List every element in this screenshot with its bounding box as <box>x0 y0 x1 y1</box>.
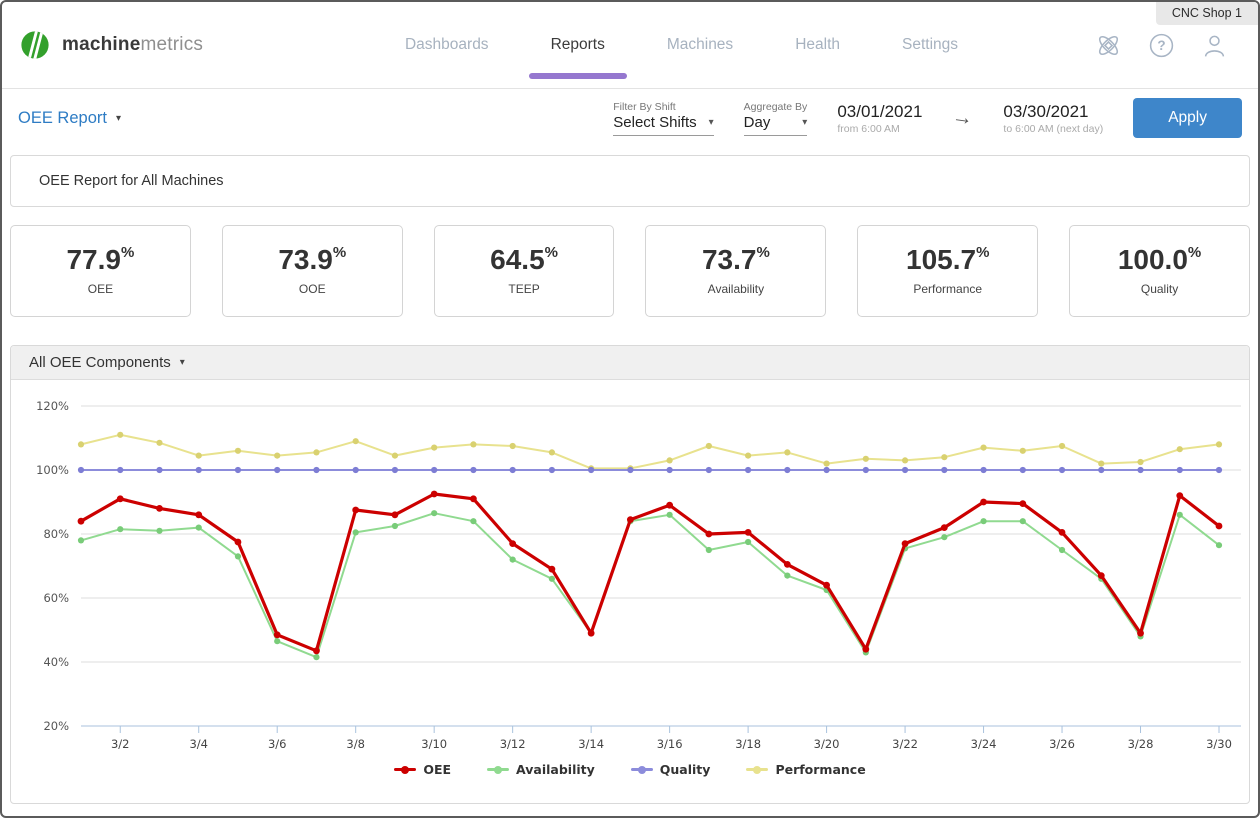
report-title-panel: OEE Report for All Machines <box>10 155 1250 207</box>
start-date-value: 03/01/2021 <box>837 101 923 121</box>
brand-text: machinemetrics <box>62 34 204 55</box>
user-account-icon[interactable] <box>1201 32 1228 59</box>
svg-text:3/6: 3/6 <box>268 737 287 751</box>
legend-marker-quality <box>630 765 653 774</box>
nav-tab-health[interactable]: Health <box>795 36 840 53</box>
kpi-label: Availability <box>707 282 765 296</box>
chart-title: All OEE Components <box>29 354 171 371</box>
report-type-label: OEE Report <box>18 108 107 127</box>
start-date-picker[interactable]: 03/01/2021 from 6:00 AM <box>837 102 922 135</box>
chart-type-dropdown[interactable]: All OEE Components ▾ <box>11 346 1249 380</box>
svg-text:3/8: 3/8 <box>346 737 365 751</box>
end-date-value: 03/30/2021 <box>1003 101 1089 121</box>
legend-item-oee[interactable]: OEE <box>394 762 451 777</box>
legend-item-quality[interactable]: Quality <box>630 762 710 777</box>
chevron-down-icon: ▾ <box>708 116 714 128</box>
kpi-label: OOE <box>298 282 326 296</box>
shop-selector-badge[interactable]: CNC Shop 1 <box>1155 2 1258 25</box>
end-date-subtext: to 6:00 AM (next day) <box>1003 122 1104 135</box>
aggregate-by-label: Aggregate By <box>743 100 808 113</box>
svg-text:3/22: 3/22 <box>892 737 918 751</box>
kpi-value: 105.7% <box>906 243 990 275</box>
svg-text:100%: 100% <box>36 463 69 477</box>
kpi-value: 77.9% <box>66 243 135 275</box>
kpi-card-quality: 100.0% Quality <box>1069 225 1250 317</box>
svg-text:3/26: 3/26 <box>1049 737 1075 751</box>
kpi-value: 100.0% <box>1117 243 1202 275</box>
chevron-down-icon: ▾ <box>115 112 121 124</box>
main-nav: Dashboards Reports Machines Health Setti… <box>268 2 1095 88</box>
nav-icon-group: ? <box>1095 32 1258 59</box>
chart-legend: OEE Availability Quality Performance <box>11 762 1249 777</box>
nav-tab-settings[interactable]: Settings <box>902 36 959 53</box>
apply-button[interactable]: Apply <box>1133 98 1242 138</box>
kpi-value: 73.7% <box>701 243 770 275</box>
chevron-down-icon: ▾ <box>802 116 808 128</box>
integrations-icon[interactable] <box>1095 32 1122 59</box>
legend-item-availability[interactable]: Availability <box>487 762 595 777</box>
end-date-picker[interactable]: 03/30/2021 to 6:00 AM (next day) <box>1003 102 1103 135</box>
kpi-card-availability: 73.7% Availability <box>645 225 827 317</box>
kpi-card-teep: 64.5% TEEP <box>433 225 615 317</box>
legend-marker-performance <box>746 765 769 774</box>
kpi-label: Performance <box>913 282 983 296</box>
svg-text:3/12: 3/12 <box>500 737 526 751</box>
brand-home-link[interactable]: machinemetrics <box>2 28 268 62</box>
machinemetrics-logo <box>21 31 49 59</box>
help-icon[interactable]: ? <box>1148 32 1175 59</box>
svg-text:3/14: 3/14 <box>578 737 604 751</box>
shift-filter-label: Filter By Shift <box>613 100 676 113</box>
kpi-card-oee: 77.9% OEE <box>10 225 191 317</box>
shift-filter-dropdown[interactable]: Filter By Shift Select Shifts ▾ <box>613 100 714 136</box>
kpi-label: Quality <box>1140 282 1179 296</box>
start-date-subtext: from 6:00 AM <box>837 122 900 135</box>
svg-text:3/16: 3/16 <box>657 737 683 751</box>
svg-text:3/20: 3/20 <box>814 737 840 751</box>
kpi-value: 73.9% <box>278 243 347 275</box>
svg-text:3/30: 3/30 <box>1206 737 1232 751</box>
shift-filter-value: Select Shifts <box>613 113 697 131</box>
chart-panel: All OEE Components ▾ 20% 40% 60% 80% 100% 120… <box>10 345 1250 804</box>
aggregate-by-value: Day <box>743 113 771 131</box>
legend-item-performance[interactable]: Performance <box>746 762 866 777</box>
filter-bar: OEE Report ▾ Filter By Shift Select Shif… <box>2 89 1258 147</box>
svg-text:3/2: 3/2 <box>111 737 130 751</box>
svg-text:3/28: 3/28 <box>1128 737 1154 751</box>
kpi-card-performance: 105.7% Performance <box>857 225 1039 317</box>
kpi-value: 64.5% <box>490 243 558 275</box>
svg-text:3/24: 3/24 <box>971 737 997 751</box>
kpi-label: TEEP <box>508 282 540 296</box>
legend-marker-availability <box>487 765 510 774</box>
svg-text:3/4: 3/4 <box>189 737 208 751</box>
report-title: OEE Report for All Machines <box>39 173 224 189</box>
kpi-label: OEE <box>87 282 114 296</box>
svg-text:?: ? <box>1157 38 1165 53</box>
svg-text:20%: 20% <box>43 719 69 733</box>
svg-text:120%: 120% <box>36 399 69 413</box>
svg-text:3/10: 3/10 <box>421 737 447 751</box>
svg-text:40%: 40% <box>43 655 69 669</box>
chevron-down-icon: ▾ <box>179 357 185 368</box>
report-type-dropdown[interactable]: OEE Report ▾ <box>18 109 121 128</box>
top-nav-bar: machinemetrics Dashboards Reports Machin… <box>2 2 1258 89</box>
svg-text:60%: 60% <box>43 591 69 605</box>
nav-tab-reports[interactable]: Reports <box>528 2 628 88</box>
nav-tab-machines[interactable]: Machines <box>666 36 734 53</box>
kpi-card-ooe: 73.9% OOE <box>221 225 403 317</box>
kpi-row: 77.9% OEE 73.9% OOE 64.5% TEEP 73.7% Ava… <box>10 225 1250 317</box>
oee-components-line-chart: 20% 40% 60% 80% 100% 120% 3/2 3/4 3/6 3/8 3/10 3/12… <box>36 399 1241 751</box>
arrow-right-icon: → <box>950 104 975 131</box>
aggregate-by-dropdown[interactable]: Aggregate By Day ▾ <box>743 100 808 136</box>
svg-text:80%: 80% <box>43 527 69 541</box>
legend-marker-oee <box>394 765 417 774</box>
svg-text:3/18: 3/18 <box>735 737 761 751</box>
filter-controls: Filter By Shift Select Shifts ▾ Aggregat… <box>613 98 1242 138</box>
chart-body: 20% 40% 60% 80% 100% 120% 3/2 3/4 3/6 3/8 3/10 3/12… <box>11 380 1249 777</box>
nav-tab-dashboards[interactable]: Dashboards <box>404 36 489 53</box>
